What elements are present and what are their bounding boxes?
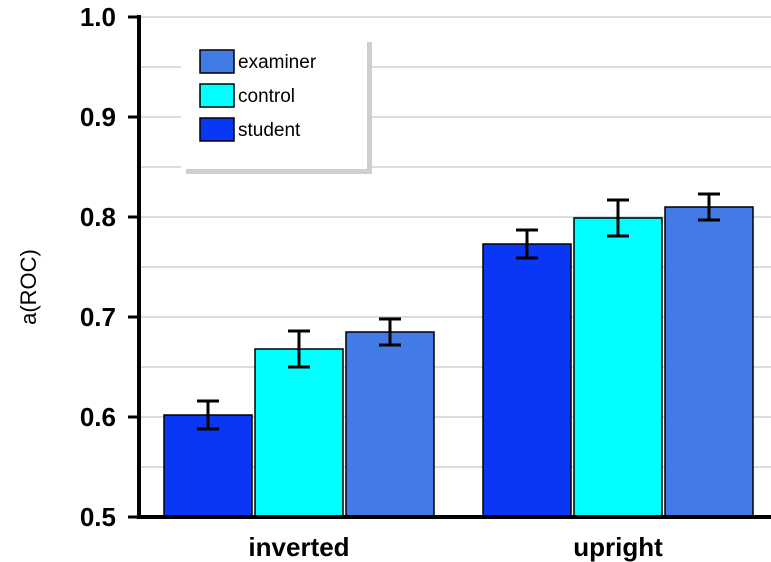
legend-item-examiner: examiner: [199, 49, 317, 74]
axes: [137, 15, 771, 519]
legend-swatch: [199, 117, 235, 142]
error-bar-student-upright: [516, 228, 538, 260]
y-tick-label: 0.9: [80, 102, 116, 132]
error-bar-examiner-inverted: [379, 317, 401, 347]
legend-item-control: control: [199, 83, 295, 108]
y-tick-label: 0.8: [80, 202, 116, 232]
error-bar-student-inverted: [197, 399, 219, 431]
legend-item-student: student: [199, 117, 301, 142]
legend-swatch: [199, 49, 235, 74]
bar-control-inverted: [254, 348, 344, 518]
y-tick-label: 0.6: [80, 402, 116, 432]
error-bar-control-upright: [607, 198, 629, 238]
error-bar-examiner-upright: [698, 192, 720, 222]
legend-swatch: [199, 83, 235, 108]
legend-label: control: [238, 86, 295, 107]
x-category-label: upright: [573, 532, 663, 562]
y-tick-label: 1.0: [80, 2, 116, 32]
bar-control-upright: [573, 217, 663, 518]
y-tick-label: 0.5: [80, 502, 116, 532]
error-bar-control-inverted: [288, 329, 310, 369]
legend-label: examiner: [238, 52, 317, 73]
legend-label: student: [238, 120, 301, 141]
bar-student-upright: [482, 243, 572, 518]
y-tick-label: 0.7: [80, 302, 116, 332]
bar-examiner-upright: [664, 206, 754, 518]
bar-examiner-inverted: [345, 331, 435, 518]
x-category-labels: inverted upright: [248, 532, 663, 562]
x-category-label: inverted: [248, 532, 349, 562]
legend: examiner control student: [181, 37, 372, 174]
bars: [163, 192, 754, 518]
y-ticks: 0.5 0.6 0.7 0.8 0.9 1.0: [80, 2, 139, 532]
y-axis-label: a(ROC): [16, 249, 41, 325]
